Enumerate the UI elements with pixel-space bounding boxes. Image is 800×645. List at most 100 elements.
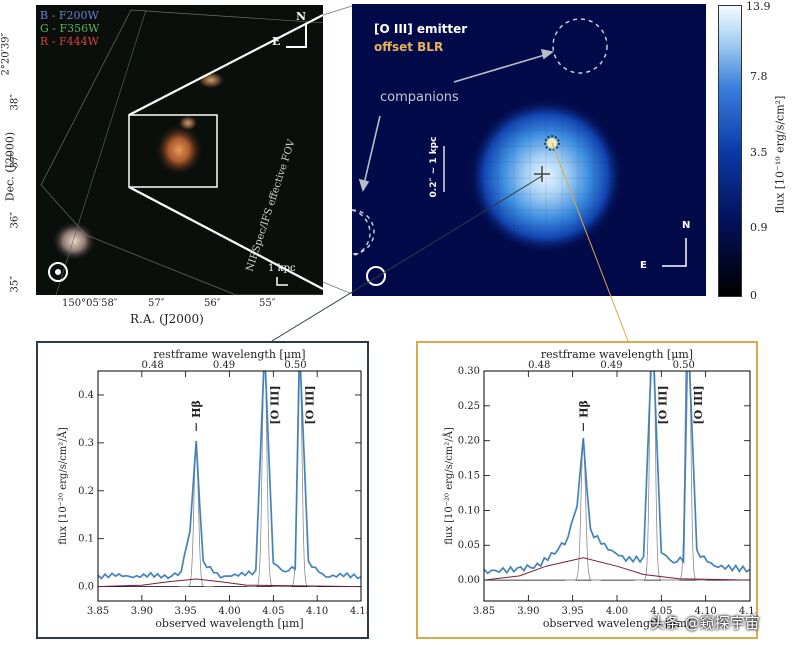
beam-marker-dot <box>55 269 61 275</box>
broad-component-line <box>98 578 361 588</box>
y-tick-label: 0.0 <box>78 582 94 593</box>
ifu-compass-north: N <box>682 220 691 231</box>
left-spectrum-frame: 3.85 3.90 3.95 4.00 4.05 4.10 4.15 0.0 0.1 0.2 0.3… <box>36 341 372 639</box>
top-tick-label: 0.48 <box>141 360 163 371</box>
blr-marker <box>547 138 557 148</box>
spectrum-model-line <box>484 371 750 575</box>
colorbar-tick-3: 3.5 <box>750 146 768 159</box>
legend-prefix: G <box>40 22 49 35</box>
x-tick-label: 3.95 <box>175 606 197 617</box>
label-companions: companions <box>380 90 459 105</box>
x-tick-label: 4.15 <box>350 606 367 617</box>
top-tick-label: 0.49 <box>213 360 235 371</box>
colorbar-tick-1: 13.9 <box>746 0 771 13</box>
top-axis-title: restframe wavelength [μm] <box>541 348 693 361</box>
right-spectrum-frame: 3.85 3.90 3.95 4.00 4.05 4.10 4.15 0.00 0.05 0.10… <box>416 341 761 639</box>
colorbar-label: flux [10⁻¹⁹ erg/s/cm²] <box>773 95 787 214</box>
narrow-component-line <box>247 371 283 587</box>
x-tick-label: 4.15 <box>739 606 756 617</box>
x-tick-label: 4.05 <box>650 606 672 617</box>
y-tick-label: 0.20 <box>458 436 480 447</box>
connector-rgb-to-ifu-bottom <box>322 281 353 295</box>
ra-tick-3: 56″ <box>204 298 221 309</box>
y-tick-label: 0.00 <box>458 575 480 586</box>
x-axis-title: observed wavelength [μm] <box>543 617 691 630</box>
y-axis-title: flux [10⁻²⁰ erg/s/cm²/Å] <box>443 427 455 545</box>
line-annotation: Hβ <box>190 400 203 418</box>
plot-area <box>98 371 361 588</box>
rgb-image-panel: B - F200W G - F356W R - F444W N E NIRSpe… <box>36 5 323 295</box>
y-tick-label: 0.2 <box>78 486 94 497</box>
ra-tick-4: 55″ <box>259 298 276 309</box>
compass-north-label: N <box>296 10 307 23</box>
y-tick-label: 0.25 <box>458 401 480 412</box>
narrow-component-line <box>670 371 706 581</box>
ifs-fov-outline <box>40 9 323 295</box>
label-oiii-emitter: [O III] emitter <box>374 22 468 36</box>
top-tick-label: 0.49 <box>600 360 622 371</box>
ifu-compass <box>662 238 687 267</box>
y-axis-title: flux [10⁻²⁰ erg/s/cm²/Å] <box>57 427 69 545</box>
plot-area <box>484 371 750 581</box>
narrow-component-line <box>178 442 214 587</box>
y-tick-label: 0.05 <box>458 540 480 551</box>
narrow-component-line <box>282 371 318 587</box>
beam-marker <box>48 262 68 282</box>
legend-green: G - F356W <box>40 22 100 35</box>
x-tick-label: 3.85 <box>473 606 495 617</box>
y-tick-label: 0.4 <box>78 390 94 401</box>
top-tick-label: 0.50 <box>284 360 306 371</box>
dec-tick-4: 36″ <box>9 212 21 229</box>
x-tick-label: 4.10 <box>695 606 717 617</box>
broad-component-line <box>484 557 750 581</box>
zoom-box <box>128 114 218 188</box>
y-tick-label: 0.3 <box>78 438 94 449</box>
spectrum-data-line <box>484 371 750 574</box>
x-tick-label: 3.90 <box>131 606 153 617</box>
line-annotation: [O III] <box>692 385 705 424</box>
x-axis-title: observed wavelength [μm] <box>155 617 303 630</box>
legend-filter: F444W <box>59 35 99 48</box>
top-tick-label: 0.48 <box>528 360 550 371</box>
rgb-image-canvas <box>40 9 323 295</box>
label-offset-blr: offset BLR <box>374 40 444 54</box>
line-annotation: [O III] <box>656 385 669 424</box>
dec-tick-5: 35″ <box>9 276 21 293</box>
legend-filter: F356W <box>59 22 100 35</box>
y-tick-label: 0.15 <box>458 471 480 482</box>
y-tick-label: 0.1 <box>78 534 94 545</box>
ra-axis-title: R.A. (J2000) <box>130 312 204 326</box>
right-spectrum-chart: 3.85 3.90 3.95 4.00 4.05 4.10 4.15 0.00 0.05 0.10… <box>443 348 761 630</box>
colorbar <box>718 5 742 297</box>
galaxy-bright-lower-left <box>52 221 96 261</box>
x-tick-label: 4.00 <box>606 606 628 617</box>
scalebar <box>276 277 288 286</box>
scalebar-label: 1 kpc <box>268 263 296 274</box>
ifu-beam-marker <box>366 266 386 286</box>
colorbar-tick-2: 7.8 <box>750 70 768 83</box>
y-tick-label: 0.10 <box>458 505 480 516</box>
watermark: 头条 @窥探宇宙 <box>650 614 760 632</box>
left-spectrum-chart: 3.85 3.90 3.95 4.00 4.05 4.10 4.15 0.0 0.1 0.2 0.3… <box>57 348 372 630</box>
colorbar-tick-5: 0 <box>750 289 757 302</box>
ra-tick-1: 150°05′58″ <box>62 298 118 309</box>
x-tick-label: 4.05 <box>262 606 284 617</box>
ifu-map-panel: [O III] emitter offset BLR companions 0.… <box>352 4 706 296</box>
dec-tick-2: 38″ <box>9 94 21 111</box>
companion-circle-top <box>552 18 608 74</box>
x-tick-label: 3.90 <box>517 606 539 617</box>
compass-east-label: E <box>272 35 281 48</box>
plot-frame <box>97 370 362 602</box>
legend-filter: F200W <box>58 9 99 22</box>
plot-frame <box>483 370 751 602</box>
x-tick-label: 3.85 <box>87 606 109 617</box>
top-axis-title: restframe wavelength [μm] <box>153 348 305 361</box>
spectrum-model-line <box>98 371 361 580</box>
ifu-compass-east: E <box>640 260 647 271</box>
dec-tick-3: 37″ <box>9 152 21 169</box>
ra-tick-2: 57″ <box>148 298 165 309</box>
companion-circle-left <box>352 209 375 255</box>
line-annotation: [O III] <box>304 385 317 424</box>
legend-prefix: R <box>40 35 49 48</box>
top-tick-label: 0.50 <box>673 360 695 371</box>
